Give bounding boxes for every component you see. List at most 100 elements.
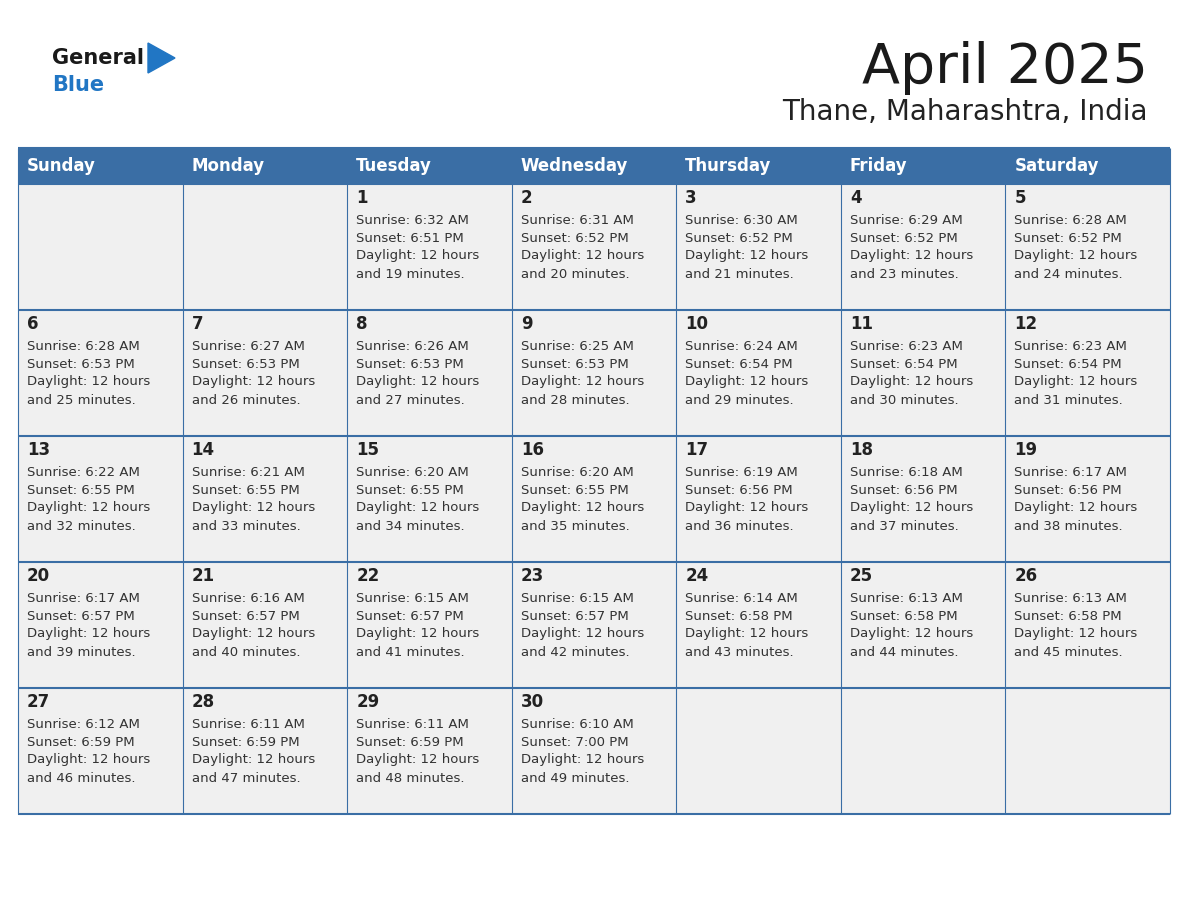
Text: Daylight: 12 hours: Daylight: 12 hours — [1015, 250, 1138, 263]
Text: Sunset: 6:57 PM: Sunset: 6:57 PM — [27, 610, 134, 622]
Text: Friday: Friday — [849, 157, 908, 175]
Bar — [18, 184, 183, 310]
Text: Daylight: 12 hours: Daylight: 12 hours — [27, 754, 150, 767]
Text: and 29 minutes.: and 29 minutes. — [685, 394, 794, 407]
Text: and 44 minutes.: and 44 minutes. — [849, 645, 959, 658]
Text: Daylight: 12 hours: Daylight: 12 hours — [1015, 501, 1138, 514]
Text: 23: 23 — [520, 567, 544, 585]
Text: 10: 10 — [685, 315, 708, 333]
Text: Daylight: 12 hours: Daylight: 12 hours — [27, 501, 150, 514]
Text: 5: 5 — [1015, 189, 1026, 207]
Bar — [676, 148, 841, 184]
Text: and 31 minutes.: and 31 minutes. — [1015, 394, 1123, 407]
Text: 13: 13 — [27, 441, 50, 459]
Text: Sunset: 6:51 PM: Sunset: 6:51 PM — [356, 231, 463, 244]
Text: 19: 19 — [1015, 441, 1037, 459]
Text: and 41 minutes.: and 41 minutes. — [356, 645, 465, 658]
Text: Sunset: 6:58 PM: Sunset: 6:58 PM — [849, 610, 958, 622]
Text: 8: 8 — [356, 315, 367, 333]
Text: 11: 11 — [849, 315, 873, 333]
Text: 15: 15 — [356, 441, 379, 459]
Bar — [512, 688, 676, 814]
Text: Sunrise: 6:24 AM: Sunrise: 6:24 AM — [685, 340, 798, 353]
Text: Sunrise: 6:17 AM: Sunrise: 6:17 AM — [27, 591, 140, 604]
Bar — [841, 310, 1005, 436]
Text: 16: 16 — [520, 441, 544, 459]
Bar — [512, 184, 676, 310]
Bar — [347, 310, 512, 436]
Text: Daylight: 12 hours: Daylight: 12 hours — [685, 375, 809, 388]
Text: Sunrise: 6:10 AM: Sunrise: 6:10 AM — [520, 718, 633, 731]
Text: Sunrise: 6:19 AM: Sunrise: 6:19 AM — [685, 465, 798, 478]
Text: and 21 minutes.: and 21 minutes. — [685, 267, 794, 281]
Text: 29: 29 — [356, 693, 379, 711]
Text: and 39 minutes.: and 39 minutes. — [27, 645, 135, 658]
Text: Sunset: 6:55 PM: Sunset: 6:55 PM — [520, 484, 628, 497]
Text: Sunset: 6:58 PM: Sunset: 6:58 PM — [1015, 610, 1121, 622]
Bar — [347, 688, 512, 814]
Polygon shape — [148, 43, 175, 73]
Bar — [676, 184, 841, 310]
Text: Sunset: 6:53 PM: Sunset: 6:53 PM — [191, 357, 299, 371]
Text: and 23 minutes.: and 23 minutes. — [849, 267, 959, 281]
Text: Sunrise: 6:18 AM: Sunrise: 6:18 AM — [849, 465, 962, 478]
Text: Sunrise: 6:15 AM: Sunrise: 6:15 AM — [520, 591, 633, 604]
Text: Sunrise: 6:27 AM: Sunrise: 6:27 AM — [191, 340, 304, 353]
Text: 18: 18 — [849, 441, 873, 459]
Text: Daylight: 12 hours: Daylight: 12 hours — [520, 754, 644, 767]
Text: Sunset: 6:57 PM: Sunset: 6:57 PM — [520, 610, 628, 622]
Text: Sunrise: 6:17 AM: Sunrise: 6:17 AM — [1015, 465, 1127, 478]
Text: Daylight: 12 hours: Daylight: 12 hours — [1015, 375, 1138, 388]
Text: Daylight: 12 hours: Daylight: 12 hours — [27, 375, 150, 388]
Text: 7: 7 — [191, 315, 203, 333]
Text: Thane, Maharashtra, India: Thane, Maharashtra, India — [783, 98, 1148, 126]
Text: Monday: Monday — [191, 157, 265, 175]
Text: 20: 20 — [27, 567, 50, 585]
Text: Blue: Blue — [52, 75, 105, 95]
Text: Sunrise: 6:23 AM: Sunrise: 6:23 AM — [1015, 340, 1127, 353]
Text: 14: 14 — [191, 441, 215, 459]
Text: and 42 minutes.: and 42 minutes. — [520, 645, 630, 658]
Text: Sunrise: 6:20 AM: Sunrise: 6:20 AM — [520, 465, 633, 478]
Bar — [183, 562, 347, 688]
Text: Sunrise: 6:28 AM: Sunrise: 6:28 AM — [1015, 214, 1127, 227]
Text: Daylight: 12 hours: Daylight: 12 hours — [191, 628, 315, 641]
Text: 22: 22 — [356, 567, 379, 585]
Text: Daylight: 12 hours: Daylight: 12 hours — [356, 501, 480, 514]
Text: 12: 12 — [1015, 315, 1037, 333]
Text: Sunrise: 6:11 AM: Sunrise: 6:11 AM — [191, 718, 304, 731]
Text: Sunrise: 6:23 AM: Sunrise: 6:23 AM — [849, 340, 962, 353]
Text: 24: 24 — [685, 567, 708, 585]
Text: Sunrise: 6:30 AM: Sunrise: 6:30 AM — [685, 214, 798, 227]
Text: Sunrise: 6:22 AM: Sunrise: 6:22 AM — [27, 465, 140, 478]
Text: 27: 27 — [27, 693, 50, 711]
Text: Daylight: 12 hours: Daylight: 12 hours — [520, 628, 644, 641]
Text: and 36 minutes.: and 36 minutes. — [685, 520, 794, 532]
Text: Sunrise: 6:21 AM: Sunrise: 6:21 AM — [191, 465, 304, 478]
Text: Sunset: 6:57 PM: Sunset: 6:57 PM — [356, 610, 463, 622]
Text: Sunset: 6:58 PM: Sunset: 6:58 PM — [685, 610, 792, 622]
Text: and 20 minutes.: and 20 minutes. — [520, 267, 630, 281]
Text: and 32 minutes.: and 32 minutes. — [27, 520, 135, 532]
Text: and 28 minutes.: and 28 minutes. — [520, 394, 630, 407]
Text: and 49 minutes.: and 49 minutes. — [520, 771, 630, 785]
Bar — [18, 562, 183, 688]
Text: Daylight: 12 hours: Daylight: 12 hours — [1015, 628, 1138, 641]
Text: 6: 6 — [27, 315, 38, 333]
Text: Sunrise: 6:13 AM: Sunrise: 6:13 AM — [1015, 591, 1127, 604]
Text: and 35 minutes.: and 35 minutes. — [520, 520, 630, 532]
Bar — [676, 688, 841, 814]
Text: Sunrise: 6:13 AM: Sunrise: 6:13 AM — [849, 591, 962, 604]
Bar — [841, 148, 1005, 184]
Bar — [1005, 688, 1170, 814]
Text: 2: 2 — [520, 189, 532, 207]
Text: Sunrise: 6:16 AM: Sunrise: 6:16 AM — [191, 591, 304, 604]
Bar — [841, 688, 1005, 814]
Text: Sunset: 6:52 PM: Sunset: 6:52 PM — [1015, 231, 1123, 244]
Bar — [347, 436, 512, 562]
Bar — [18, 310, 183, 436]
Text: and 26 minutes.: and 26 minutes. — [191, 394, 301, 407]
Text: and 34 minutes.: and 34 minutes. — [356, 520, 465, 532]
Text: and 19 minutes.: and 19 minutes. — [356, 267, 465, 281]
Text: Sunset: 6:56 PM: Sunset: 6:56 PM — [1015, 484, 1121, 497]
